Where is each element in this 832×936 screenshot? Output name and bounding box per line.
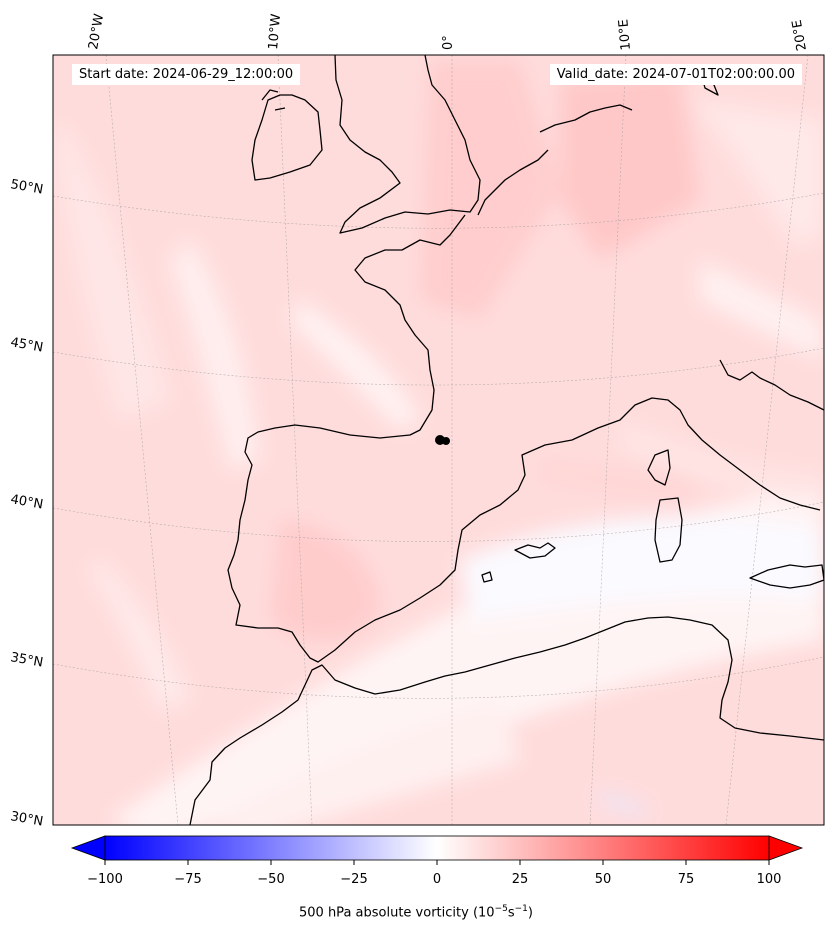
colorbar-label-prefix: 500 hPa absolute vorticity (10: [299, 905, 495, 921]
colorbar-low-extension: [70, 835, 106, 861]
coastline-africa: [189, 616, 824, 825]
colorbar: −100 −75 −50 −25 0 25 50 75 100: [70, 835, 804, 887]
colorbar-ticks: −100 −75 −50 −25 0 25 50 75 100: [87, 860, 781, 887]
colorbar-tick-label: −100: [87, 872, 123, 887]
colorbar-tick-label: 75: [678, 872, 695, 887]
colorbar-label-suffix: ): [527, 905, 533, 921]
lat-label-45n: 45°N: [9, 335, 44, 355]
colorbar-label: 500 hPa absolute vorticity (10−5s−1): [0, 904, 832, 920]
coastlines: [189, 55, 824, 825]
coastline-corsica: [647, 449, 671, 486]
coastline-scotland-islands: [261, 89, 286, 111]
coastline-iberia: [227, 397, 821, 663]
lat-label-40n: 40°N: [9, 492, 44, 512]
meridian-20e: [725, 55, 809, 825]
start-date-label: Start date: 2024-06-29_12:00:00: [72, 64, 301, 85]
coastline-balearic: [514, 542, 556, 559]
vorticity-field-pattern: [55, 60, 824, 825]
map-panel: [53, 55, 824, 825]
coastline-france-atlantic: [349, 214, 466, 439]
meridian-10e: [589, 55, 627, 825]
lat-label-30n: 30°N: [9, 809, 44, 829]
colorbar-label-exp2: −1: [514, 904, 528, 914]
lat-label-50n: 50°N: [9, 177, 44, 197]
valid-date-label: Valid_date: 2024-07-01T02:00:00.00: [549, 64, 802, 85]
coastline-italy: [719, 359, 824, 411]
colorbar-label-exp1: −5: [494, 904, 508, 914]
coastline-north-sea: [539, 104, 633, 133]
colorbar-high-extension: [768, 835, 804, 861]
colorbar-tick-label: 25: [512, 872, 529, 887]
lon-label-0: 0°: [441, 35, 456, 50]
coastline-britain: [334, 55, 481, 234]
colorbar-tick-label: −50: [257, 872, 284, 887]
coastline-ibiza: [481, 571, 493, 583]
graticule: [53, 55, 824, 825]
colorbar-label-mid: s: [507, 905, 515, 921]
location-marker: [435, 435, 450, 445]
lon-label-10e: 10°E: [616, 19, 634, 51]
meridian-10w: [277, 55, 313, 825]
meridian-20w: [105, 55, 179, 825]
lon-label-10w: 10°W: [266, 13, 284, 50]
colorbar-tick-label: 50: [595, 872, 612, 887]
colorbar-tick-label: −75: [174, 872, 201, 887]
colorbar-tick-label: 100: [757, 872, 782, 887]
lon-label-20w: 20°W: [86, 13, 107, 51]
coastline-sardinia: [654, 497, 683, 563]
colorbar-gradient: [104, 835, 770, 861]
map-frame: [52, 54, 825, 826]
coastline-ireland: [251, 94, 323, 181]
coastline-sicily: [749, 564, 824, 589]
lon-label-20e: 20°E: [790, 19, 810, 52]
colorbar-tick-label: −25: [340, 872, 367, 887]
coastline-benelux: [477, 149, 549, 216]
lat-label-35n: 35°N: [9, 650, 44, 670]
colorbar-tick-label: 0: [433, 872, 441, 887]
